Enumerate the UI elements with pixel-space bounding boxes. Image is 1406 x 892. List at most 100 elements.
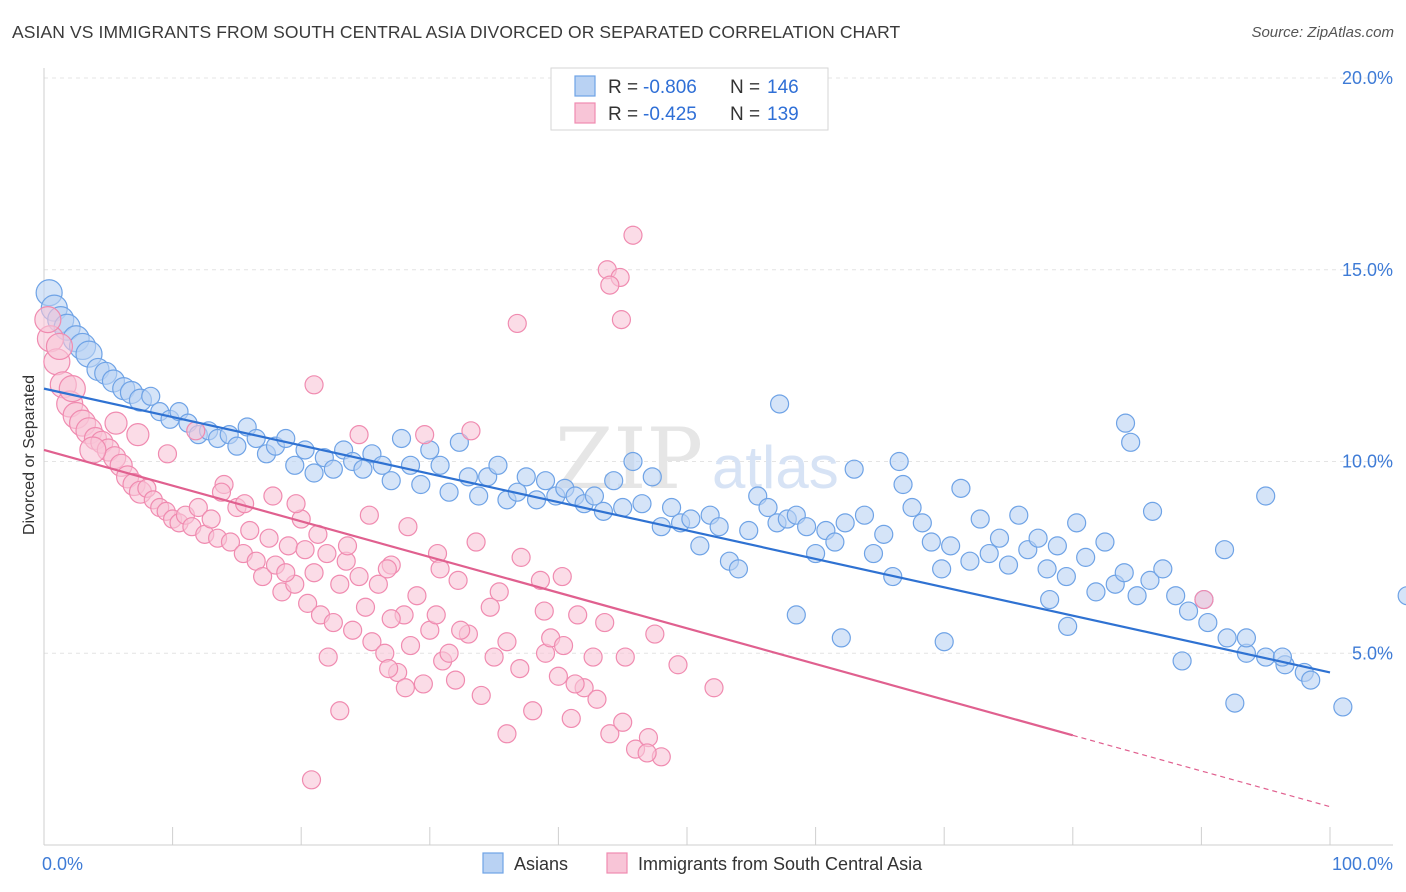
point-asians-32 [323, 459, 343, 479]
point-asians-135 [1142, 501, 1163, 521]
legend-swatch-asians [482, 852, 504, 874]
point-immigrants-120 [565, 674, 585, 694]
point-asians-144 [1333, 697, 1353, 717]
point-immigrants-49 [355, 597, 376, 617]
point-immigrants-82 [58, 375, 86, 403]
point-asians-131 [1040, 589, 1060, 610]
point-immigrants-99 [466, 532, 486, 552]
point-immigrants-62 [439, 643, 459, 663]
point-asians-47 [469, 486, 489, 506]
point-immigrants-129 [318, 647, 338, 667]
point-asians-67 [661, 497, 682, 518]
point-immigrants-111 [349, 425, 369, 445]
point-asians-117 [1153, 559, 1173, 579]
point-immigrants-108 [668, 655, 688, 675]
point-asians-114 [1114, 563, 1134, 583]
point-asians-13 [141, 386, 161, 406]
point-immigrants-117 [600, 275, 620, 295]
point-immigrants-56 [400, 635, 421, 656]
point-immigrants-65 [471, 685, 491, 706]
point-immigrants-41 [304, 563, 324, 583]
legend-label-asians: Asians [514, 854, 568, 874]
point-asians-145 [1397, 586, 1406, 606]
point-immigrants-67 [497, 632, 517, 652]
point-immigrants-125 [395, 678, 415, 698]
point-immigrants-90 [263, 486, 283, 506]
point-asians-84 [825, 532, 845, 552]
point-asians-105 [1028, 528, 1048, 548]
point-immigrants-83 [79, 436, 107, 464]
point-asians-129 [889, 451, 909, 472]
point-immigrants-130 [480, 597, 500, 617]
point-immigrants-48 [349, 566, 369, 587]
point-immigrants-100 [489, 582, 509, 602]
point-asians-108 [1056, 566, 1076, 587]
point-immigrants-58 [413, 674, 433, 694]
point-asians-59 [584, 486, 605, 506]
point-asians-119 [1178, 601, 1199, 621]
point-asians-69 [681, 509, 701, 529]
point-asians-85 [835, 513, 855, 533]
point-asians-116 [1140, 570, 1160, 590]
legend-swatch-immigrants [606, 852, 628, 874]
point-asians-112 [1095, 532, 1115, 552]
point-asians-110 [1076, 547, 1096, 567]
point-immigrants-132 [534, 601, 554, 621]
point-immigrants-44 [323, 612, 343, 633]
point-asians-77 [758, 497, 778, 518]
legend: Asians Immigrants from South Central Asi… [482, 852, 923, 874]
point-immigrants-47 [343, 620, 363, 640]
point-immigrants-136 [583, 647, 603, 667]
stats-n-label-immigrants: N = [730, 104, 760, 125]
point-asians-95 [932, 559, 952, 579]
stats-r-label-asians: R = [608, 77, 638, 98]
point-asians-143 [1301, 670, 1321, 690]
point-immigrants-109 [704, 678, 724, 698]
point-asians-118 [1166, 586, 1186, 606]
point-asians-127 [786, 605, 806, 625]
point-asians-103 [1009, 505, 1029, 525]
point-immigrants-137 [295, 540, 315, 560]
point-immigrants-91 [286, 494, 306, 514]
point-immigrants-98 [448, 570, 468, 590]
point-immigrants-127 [451, 620, 471, 640]
point-immigrants-63 [445, 670, 466, 690]
point-asians-61 [604, 471, 624, 491]
point-asians-43 [430, 455, 450, 475]
point-asians-120 [1198, 612, 1218, 633]
x-tick-label-1: 100.0% [1332, 854, 1393, 874]
point-immigrants-85 [126, 423, 150, 447]
point-immigrants-28 [220, 532, 241, 552]
point-asians-132 [1058, 616, 1078, 637]
point-immigrants-131 [1194, 589, 1214, 610]
point-immigrants-60 [426, 605, 446, 625]
stats-swatch-immigrants [574, 102, 596, 124]
point-immigrants-113 [507, 313, 527, 334]
point-asians-62 [613, 497, 633, 518]
source-credit: Source: ZipAtlas.com [1251, 24, 1394, 41]
y-tick-label-1: 10.0% [1342, 452, 1393, 472]
point-immigrants-128 [379, 658, 399, 679]
point-asians-88 [863, 543, 884, 564]
point-immigrants-133 [381, 609, 401, 629]
trend-lines [43, 387, 1331, 808]
point-immigrants-122 [330, 701, 350, 721]
point-immigrants-101 [511, 547, 531, 567]
stats-r-value-immigrants: -0.425 [643, 104, 697, 125]
point-immigrants-33 [253, 566, 273, 587]
point-immigrants-88 [211, 482, 232, 502]
point-asians-35 [353, 459, 373, 479]
y-tick-label-2: 15.0% [1342, 260, 1393, 280]
point-asians-24 [246, 428, 266, 449]
point-immigrants-66 [484, 647, 504, 667]
point-asians-97 [951, 478, 971, 498]
x-tick-label-0: 0.0% [42, 854, 83, 874]
point-immigrants-107 [645, 624, 665, 644]
point-asians-101 [989, 528, 1010, 548]
point-asians-72 [709, 517, 729, 537]
point-immigrants-93 [337, 536, 358, 556]
point-immigrants-121 [497, 724, 517, 744]
point-immigrants-43 [317, 543, 337, 564]
point-asians-49 [488, 455, 508, 475]
point-immigrants-119 [461, 421, 481, 441]
